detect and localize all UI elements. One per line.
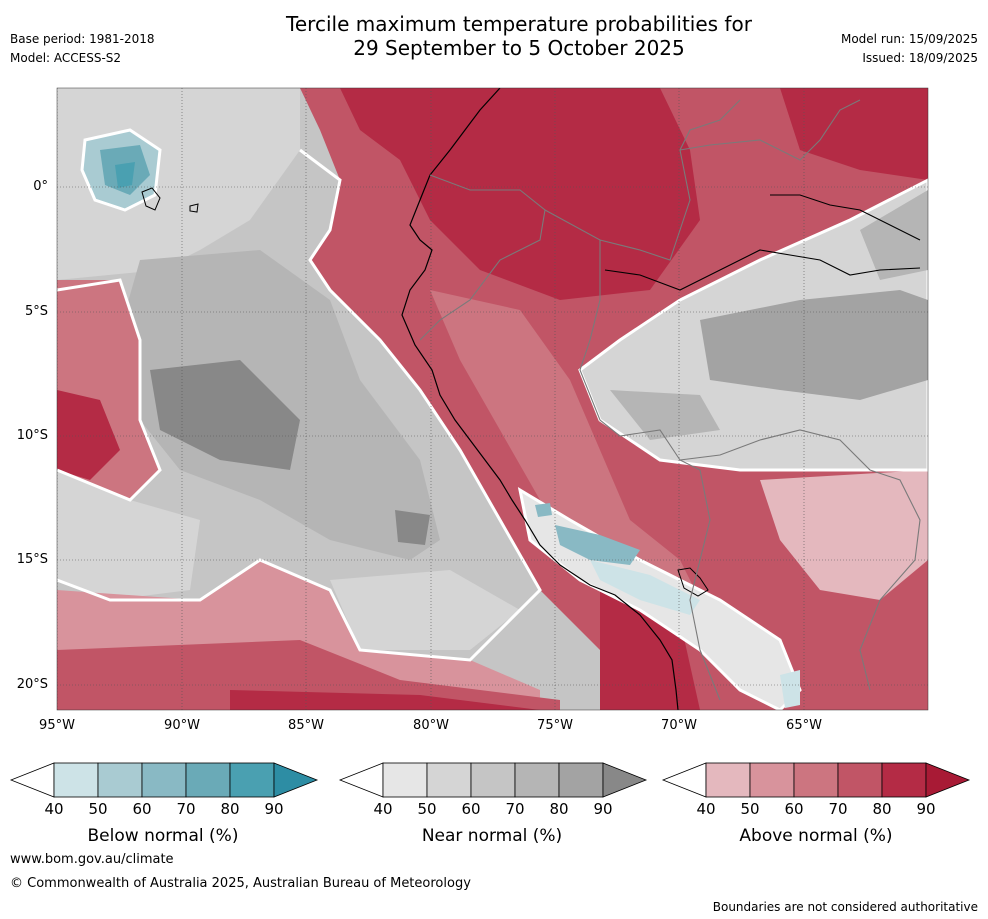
lon-label-75w: 75°W	[537, 718, 573, 733]
disclaimer-text: Boundaries are not considered authoritat…	[712, 900, 978, 914]
above-normal-northeast-core	[780, 88, 928, 180]
above-normal-south-core	[230, 690, 540, 710]
colorbar-below-normal	[9, 762, 319, 798]
below-normal-chile	[780, 670, 800, 708]
colorbar-near-title: Near normal (%)	[421, 826, 563, 846]
graticule	[57, 88, 928, 710]
near-tick-60: 60	[461, 800, 481, 818]
country-borders	[419, 99, 921, 701]
lon-label-90w: 90°W	[164, 718, 200, 733]
below-tick-70: 70	[176, 800, 196, 818]
below-tick-50: 50	[88, 800, 108, 818]
contour-line-west	[57, 148, 542, 662]
amazon-river	[604, 249, 921, 291]
colorbar-above-normal	[661, 762, 971, 798]
title-line-1: Tercile maximum temperature probabilitie…	[286, 12, 752, 36]
near-normal-dark-patch	[395, 510, 430, 545]
above-normal-central-band	[430, 290, 700, 610]
above-segment-1	[705, 762, 751, 798]
above-segment-2	[749, 762, 795, 798]
above-tick-60: 60	[784, 800, 804, 818]
below-tick-60: 60	[132, 800, 152, 818]
near-normal-north-east	[860, 190, 928, 280]
near-normal-amazon-patch	[610, 390, 720, 440]
lat-label-20s: 20°S	[16, 677, 48, 692]
lon-label-70w: 70°W	[661, 718, 697, 733]
above-normal-south-band	[57, 640, 560, 710]
colorbars	[9, 762, 971, 798]
model-label: Model: ACCESS-S2	[10, 51, 122, 65]
below-normal-peru	[555, 525, 640, 565]
lat-label-0: 0°	[33, 179, 48, 194]
lon-label-65w: 65°W	[786, 718, 822, 733]
above-segment-4	[837, 762, 883, 798]
lon-label-80w: 80°W	[413, 718, 449, 733]
lat-label-15s: 15°S	[16, 552, 48, 567]
model-run-label: Model run: 15/09/2025	[840, 32, 978, 46]
lon-label-85w: 85°W	[288, 718, 324, 733]
colorbar-below-title: Below normal (%)	[87, 826, 239, 846]
near-segment-5	[558, 762, 604, 798]
below-min-extend	[9, 762, 55, 798]
near-normal-patch-south	[330, 570, 520, 650]
lon-label-95w: 95°W	[39, 718, 75, 733]
near-max-extend	[602, 762, 648, 798]
near-normal-gray-left	[57, 470, 200, 600]
above-min-extend	[661, 762, 707, 798]
below-normal-galapagos-max	[115, 162, 135, 188]
lake-titicaca	[677, 567, 709, 597]
near-tick-80: 80	[549, 800, 569, 818]
above-tick-80: 80	[872, 800, 892, 818]
near-tick-50: 50	[417, 800, 437, 818]
page-title: Tercile maximum temperature probabilitie…	[194, 12, 844, 60]
near-segment-2	[426, 762, 472, 798]
near-tick-90: 90	[593, 800, 613, 818]
lat-label-10s: 10°S	[16, 428, 48, 443]
colorbar-above-title: Above normal (%)	[739, 826, 893, 846]
below-segment-1	[53, 762, 99, 798]
title-line-2: 29 September to 5 October 2025	[353, 36, 685, 60]
below-tick-80: 80	[220, 800, 240, 818]
above-tick-40: 40	[696, 800, 716, 818]
above-normal-west-core	[57, 390, 120, 480]
near-segment-4	[514, 762, 560, 798]
near-normal-dark-area	[150, 360, 300, 470]
colorbar-near-normal	[338, 762, 648, 798]
above-tick-50: 50	[740, 800, 760, 818]
near-tick-70: 70	[505, 800, 525, 818]
copyright-text: © Commonwealth of Australia 2025, Austra…	[10, 876, 471, 891]
above-tick-90: 90	[916, 800, 936, 818]
above-tick-70: 70	[828, 800, 848, 818]
above-normal-continent-core	[340, 88, 700, 300]
near-min-extend	[338, 762, 384, 798]
above-segment-3	[793, 762, 839, 798]
below-segment-3	[141, 762, 187, 798]
lat-label-5s: 5°S	[24, 304, 48, 319]
below-segment-2	[97, 762, 143, 798]
above-normal-light-south-east	[760, 470, 928, 600]
coastline	[401, 88, 679, 710]
river-north	[770, 194, 921, 241]
near-segment-1	[382, 762, 428, 798]
below-segment-4	[185, 762, 231, 798]
issued-label: Issued: 18/09/2025	[862, 51, 978, 65]
website-link[interactable]: www.bom.gov.au/climate	[10, 852, 174, 867]
below-tick-40: 40	[44, 800, 64, 818]
below-normal-small	[535, 503, 552, 517]
near-segment-3	[470, 762, 516, 798]
near-tick-40: 40	[373, 800, 393, 818]
below-segment-5	[229, 762, 275, 798]
below-normal-peru-light	[590, 560, 700, 615]
below-max-extend	[273, 762, 319, 798]
base-period-label: Base period: 1981-2018	[10, 32, 155, 46]
above-max-extend	[925, 762, 971, 798]
map-frame	[56, 87, 929, 711]
near-normal-amazon-core	[700, 290, 928, 400]
below-tick-90: 90	[264, 800, 284, 818]
contour-line-coast	[57, 278, 162, 502]
galapagos-islands	[141, 187, 199, 213]
above-segment-5	[881, 762, 927, 798]
